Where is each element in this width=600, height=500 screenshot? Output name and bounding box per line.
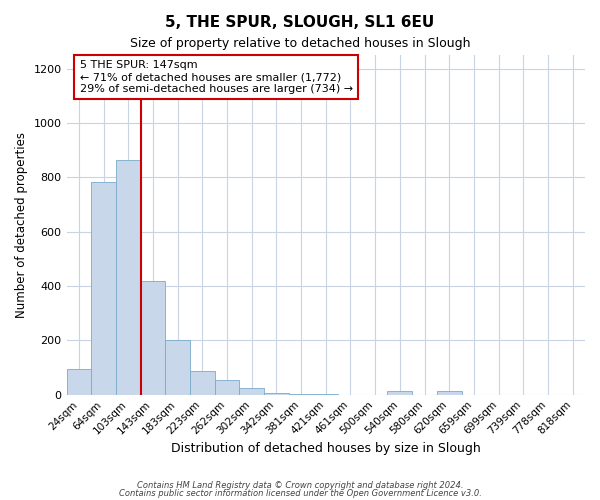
Text: Contains public sector information licensed under the Open Government Licence v3: Contains public sector information licen… — [119, 489, 481, 498]
Bar — [264, 392, 289, 394]
Bar — [165, 340, 190, 394]
Bar — [437, 392, 461, 394]
Bar — [91, 182, 116, 394]
Text: Contains HM Land Registry data © Crown copyright and database right 2024.: Contains HM Land Registry data © Crown c… — [137, 480, 463, 490]
X-axis label: Distribution of detached houses by size in Slough: Distribution of detached houses by size … — [171, 442, 481, 455]
Bar — [388, 392, 412, 394]
Text: 5, THE SPUR, SLOUGH, SL1 6EU: 5, THE SPUR, SLOUGH, SL1 6EU — [166, 15, 434, 30]
Bar — [67, 370, 91, 394]
Bar — [140, 280, 165, 394]
Bar — [215, 380, 239, 394]
Bar — [116, 160, 140, 394]
Bar — [190, 371, 215, 394]
Y-axis label: Number of detached properties: Number of detached properties — [15, 132, 28, 318]
Text: 5 THE SPUR: 147sqm
← 71% of detached houses are smaller (1,772)
29% of semi-deta: 5 THE SPUR: 147sqm ← 71% of detached hou… — [80, 60, 353, 94]
Bar — [239, 388, 264, 394]
Text: Size of property relative to detached houses in Slough: Size of property relative to detached ho… — [130, 38, 470, 51]
